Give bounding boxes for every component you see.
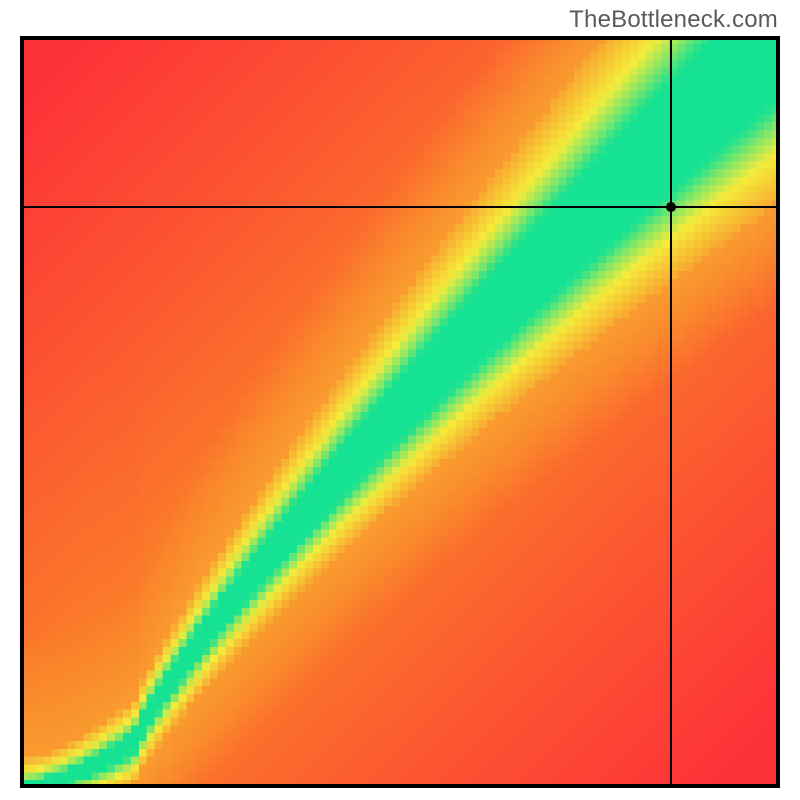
chart-container: TheBottleneck.com xyxy=(0,0,800,800)
bottleneck-heatmap xyxy=(20,36,780,788)
watermark-text: TheBottleneck.com xyxy=(569,6,778,34)
crosshair-vertical xyxy=(670,36,672,788)
